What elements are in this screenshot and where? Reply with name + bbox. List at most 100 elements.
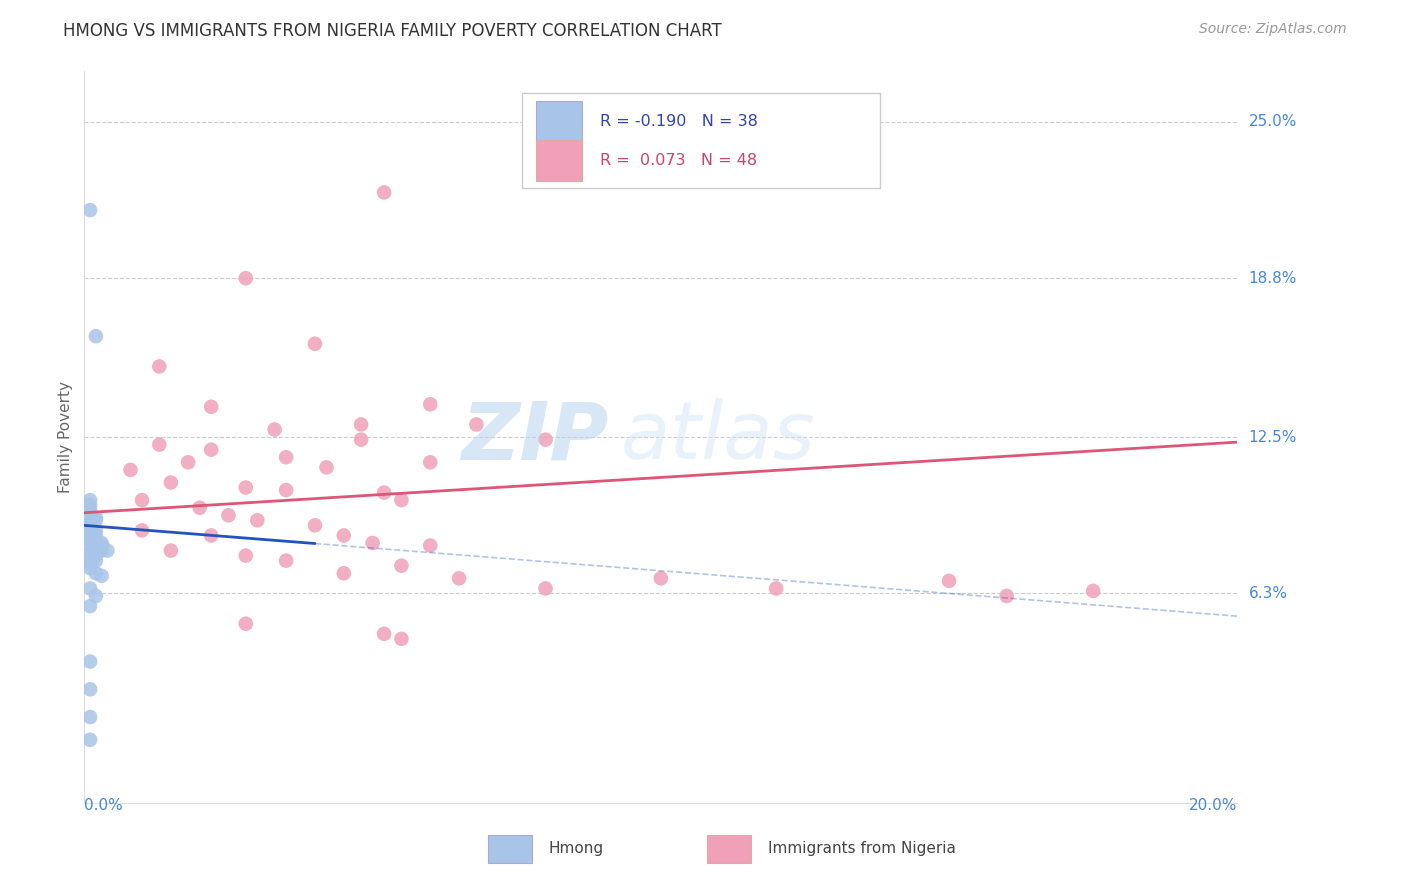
Point <box>79 498 101 512</box>
Point <box>160 475 183 490</box>
Text: Immigrants from Nigeria: Immigrants from Nigeria <box>768 841 956 856</box>
Point <box>148 359 170 374</box>
Point <box>419 397 441 411</box>
Point <box>90 543 112 558</box>
Point <box>235 481 257 495</box>
Point <box>120 463 142 477</box>
Point <box>304 518 326 533</box>
Point <box>79 732 101 747</box>
Point <box>350 417 373 432</box>
Point <box>160 543 183 558</box>
Point <box>79 508 101 523</box>
Point <box>235 549 257 563</box>
Point <box>79 655 101 669</box>
Point <box>373 627 395 641</box>
Point <box>1083 583 1105 598</box>
Point <box>391 493 413 508</box>
Point <box>79 493 101 508</box>
Text: 18.8%: 18.8% <box>1249 270 1296 285</box>
Point <box>449 571 471 585</box>
Point <box>90 539 112 553</box>
Point <box>84 536 107 550</box>
Point <box>235 271 257 285</box>
Point <box>246 513 269 527</box>
Point <box>79 682 101 697</box>
Point <box>79 551 101 566</box>
Text: HMONG VS IMMIGRANTS FROM NIGERIA FAMILY POVERTY CORRELATION CHART: HMONG VS IMMIGRANTS FROM NIGERIA FAMILY … <box>63 22 723 40</box>
Point <box>218 508 240 523</box>
Point <box>200 442 222 457</box>
Bar <box>488 835 531 863</box>
Point <box>938 574 960 588</box>
Point <box>84 524 107 538</box>
Point <box>391 558 413 573</box>
Text: 0.0%: 0.0% <box>84 797 124 813</box>
Point <box>79 582 101 596</box>
Point <box>148 437 170 451</box>
Point <box>391 632 413 646</box>
Bar <box>536 101 582 141</box>
Point <box>79 539 101 553</box>
Point <box>131 493 153 508</box>
Point <box>79 533 101 548</box>
Point <box>90 536 112 550</box>
Text: R = -0.190   N = 38: R = -0.190 N = 38 <box>600 113 758 128</box>
Point <box>84 589 107 603</box>
Point <box>79 561 101 575</box>
Point <box>79 556 101 570</box>
Point <box>79 518 101 533</box>
Point <box>84 549 107 563</box>
Point <box>765 582 787 596</box>
Point <box>200 528 222 542</box>
Point <box>84 528 107 542</box>
Point <box>131 524 153 538</box>
Point <box>79 516 101 530</box>
Point <box>188 500 211 515</box>
Point <box>79 503 101 517</box>
Point <box>79 531 101 545</box>
Point <box>534 582 557 596</box>
FancyBboxPatch shape <box>523 94 880 188</box>
Point <box>90 569 112 583</box>
Point <box>79 546 101 560</box>
Text: Hmong: Hmong <box>548 841 605 856</box>
Point <box>177 455 200 469</box>
Point <box>235 616 257 631</box>
Text: 6.3%: 6.3% <box>1249 586 1288 601</box>
Point <box>373 485 395 500</box>
Point <box>276 554 298 568</box>
Point <box>419 455 441 469</box>
Point <box>84 554 107 568</box>
Point <box>315 460 337 475</box>
Point <box>79 599 101 613</box>
Point <box>96 543 118 558</box>
Point <box>304 336 326 351</box>
Bar <box>707 835 751 863</box>
Text: 12.5%: 12.5% <box>1249 430 1296 444</box>
Point <box>995 589 1018 603</box>
Point <box>361 536 384 550</box>
Y-axis label: Family Poverty: Family Poverty <box>58 381 73 493</box>
Text: atlas: atlas <box>620 398 815 476</box>
Point <box>465 417 488 432</box>
Point <box>84 510 107 524</box>
Point <box>350 433 373 447</box>
Point <box>419 539 441 553</box>
Point <box>84 566 107 581</box>
Text: ZIP: ZIP <box>461 398 609 476</box>
Text: Source: ZipAtlas.com: Source: ZipAtlas.com <box>1199 22 1347 37</box>
Bar <box>536 140 582 181</box>
Point <box>79 710 101 724</box>
Text: 25.0%: 25.0% <box>1249 114 1296 129</box>
Point <box>263 423 285 437</box>
Point <box>276 450 298 465</box>
Point <box>276 483 298 497</box>
Point <box>84 541 107 555</box>
Point <box>84 329 107 343</box>
Point <box>373 186 395 200</box>
Point <box>333 566 356 581</box>
Text: R =  0.073   N = 48: R = 0.073 N = 48 <box>600 153 756 168</box>
Point <box>79 203 101 218</box>
Point <box>534 433 557 447</box>
Point <box>79 525 101 540</box>
